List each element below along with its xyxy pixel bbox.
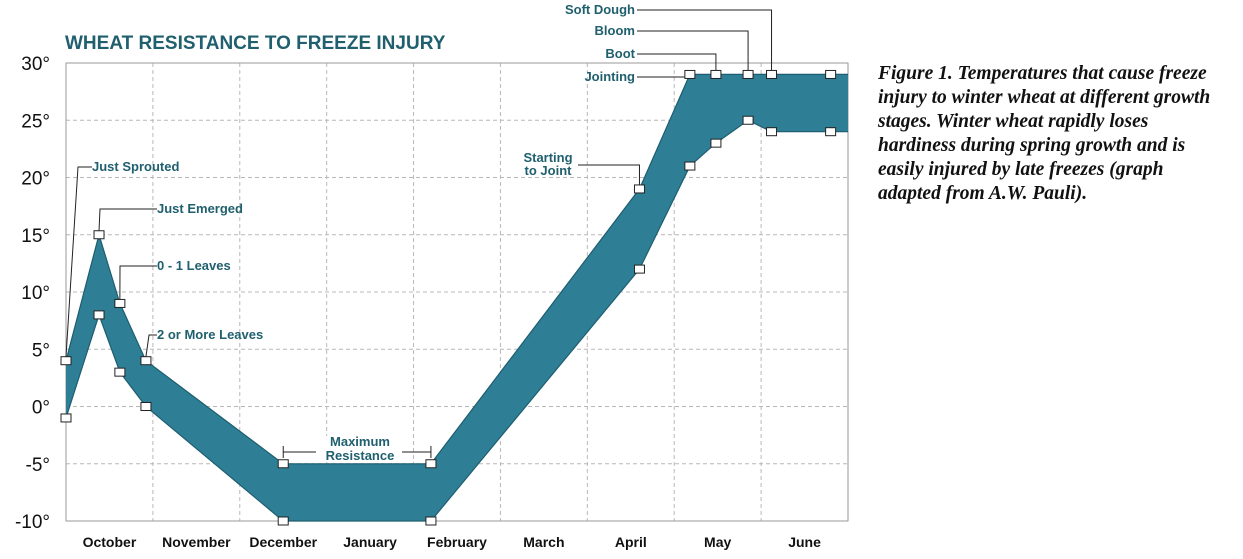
x-tick-label: March xyxy=(523,534,564,550)
y-tick-label: 15° xyxy=(21,226,50,247)
annotation-leader xyxy=(65,166,92,357)
annotation-leader xyxy=(637,30,749,71)
figure-caption: Figure 1. Temperatures that cause freeze… xyxy=(878,62,1228,206)
data-marker xyxy=(766,69,778,79)
data-marker xyxy=(425,459,437,469)
annotation-label: to Joint xyxy=(525,163,573,178)
stage-annotations: Just Sprouted Just Emerged 0 - 1 Leaves 2 o… xyxy=(65,2,773,463)
annotation-label: Just Emerged xyxy=(157,201,243,216)
figure-label: Figure 1. xyxy=(878,63,953,84)
x-axis-ticks: October November December January February Ma… xyxy=(83,534,822,550)
data-marker xyxy=(93,310,105,320)
data-marker xyxy=(633,264,645,274)
x-tick-label: February xyxy=(427,534,487,550)
data-marker xyxy=(93,230,105,240)
annotation-label: 0 - 1 Leaves xyxy=(157,258,231,273)
y-tick-label: 5° xyxy=(32,340,50,361)
annotation-label: Just Sprouted xyxy=(92,159,179,174)
data-marker xyxy=(140,402,152,411)
y-tick-label: 20° xyxy=(21,169,50,190)
x-tick-label: November xyxy=(162,534,231,550)
annotation-label: Bloom xyxy=(595,23,635,38)
annotation-label: Starting xyxy=(523,150,572,165)
data-marker xyxy=(825,69,837,79)
grid-lines xyxy=(65,62,849,522)
y-axis-ticks: 30° 25° 20° 15° 10° 5° 0° -5° -10° xyxy=(15,54,50,533)
data-marker xyxy=(742,69,754,79)
data-marker xyxy=(710,69,722,79)
data-marker xyxy=(684,69,696,79)
annotation-leader xyxy=(98,208,157,231)
y-tick-label: 25° xyxy=(21,111,50,132)
annotation-label-bg xyxy=(316,436,402,462)
data-marker xyxy=(425,516,437,526)
annotation-leader xyxy=(145,334,157,357)
resistance-band xyxy=(65,73,848,522)
data-marker xyxy=(633,184,645,194)
data-marker xyxy=(140,356,152,366)
chart-title: WHEAT RESISTANCE TO FREEZE INJURY xyxy=(65,33,446,54)
data-marker xyxy=(742,115,754,125)
data-marker xyxy=(60,356,72,366)
y-tick-label: -10° xyxy=(15,512,50,533)
data-marker xyxy=(60,413,72,423)
annotation-label: Maximum xyxy=(330,434,390,449)
y-tick-label: 30° xyxy=(21,54,50,75)
freeze-injury-chart: WHEAT RESISTANCE TO FREEZE INJURY Just S… xyxy=(15,2,849,550)
annotation-label: Boot xyxy=(605,46,635,61)
annotation-label: Soft Dough xyxy=(565,2,635,17)
y-tick-label: 0° xyxy=(32,398,50,419)
x-tick-label: January xyxy=(343,534,397,550)
y-tick-label: 10° xyxy=(21,283,50,304)
plot-frame xyxy=(65,62,849,522)
y-tick-label: -5° xyxy=(26,455,51,476)
x-tick-label: June xyxy=(788,534,821,550)
data-marker xyxy=(277,516,289,526)
annotation-label: Jointing xyxy=(584,69,635,84)
annotation-leader xyxy=(637,9,773,71)
annotation-leader xyxy=(578,164,640,185)
annotation-leader xyxy=(637,53,717,71)
x-tick-label: April xyxy=(615,534,647,550)
annotation-label: 2 or More Leaves xyxy=(157,327,263,342)
x-tick-label: October xyxy=(83,534,137,550)
data-marker xyxy=(114,298,126,308)
data-marker xyxy=(825,127,837,137)
data-marker xyxy=(766,127,778,137)
freeze-band xyxy=(66,74,848,522)
data-marker xyxy=(277,459,289,469)
data-marker xyxy=(114,367,126,377)
annotation-leader xyxy=(119,265,157,300)
x-tick-label: December xyxy=(249,534,317,550)
annotation-label: Resistance xyxy=(326,448,395,463)
data-markers xyxy=(60,69,837,526)
data-marker xyxy=(710,138,722,148)
data-marker xyxy=(684,161,696,171)
x-tick-label: May xyxy=(704,534,731,550)
caption-text: Temperatures that cause freeze injury to… xyxy=(878,63,1211,204)
